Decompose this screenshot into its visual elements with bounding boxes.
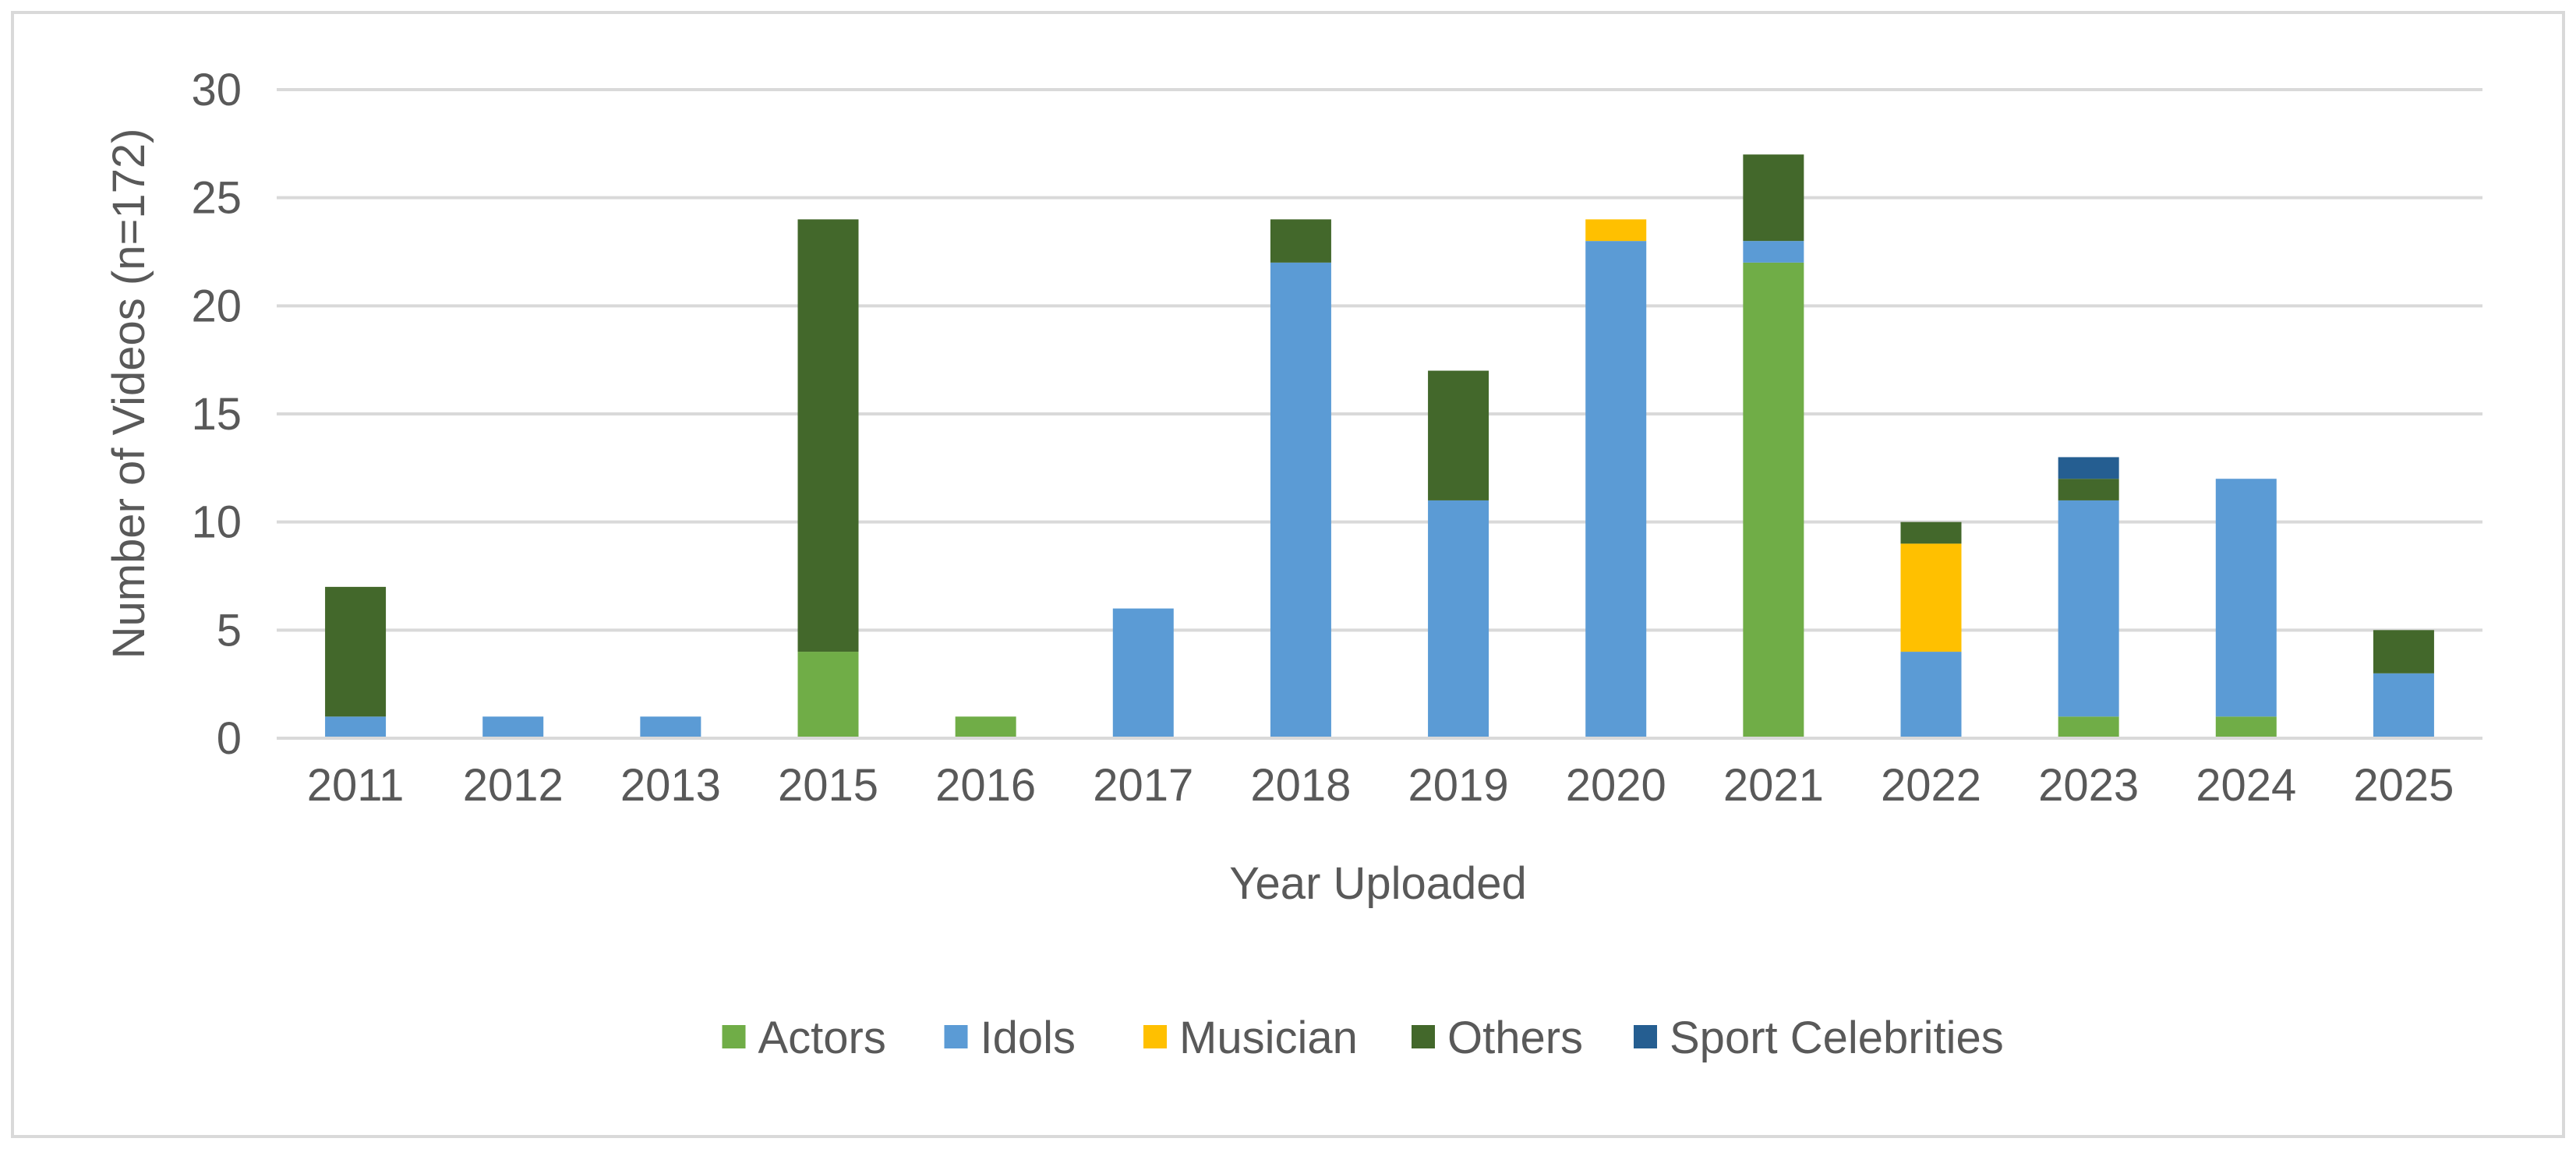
x-axis-title: Year Uploaded (1229, 858, 1527, 909)
legend-swatch-others (1412, 1025, 1435, 1048)
y-axis-title: Number of Videos (n=172) (104, 129, 154, 659)
bar-2021-actors (1743, 262, 1804, 738)
bar-2021-idols (1743, 241, 1804, 263)
legend-label-others: Others (1447, 1013, 1583, 1063)
bar-2016-actors (955, 716, 1016, 738)
x-tick-label-2020: 2020 (1566, 760, 1666, 811)
bar-2021-others (1743, 154, 1804, 242)
bar-2020-idols (1585, 241, 1647, 739)
legend-swatch-musician (1143, 1025, 1167, 1048)
bar-2017-idols (1112, 608, 1174, 738)
x-tick-label-2019: 2019 (1408, 760, 1509, 811)
y-tick-label-20: 20 (191, 281, 242, 331)
bar-2025-idols (2373, 673, 2434, 738)
bar-2023-sport-celebrities (2058, 457, 2119, 479)
x-tick-label-2011: 2011 (307, 760, 405, 811)
x-tick-label-2024: 2024 (2196, 760, 2296, 811)
bar-2018-others (1270, 219, 1331, 263)
bar-2013-idols (640, 716, 701, 738)
x-tick-label-2017: 2017 (1093, 760, 1193, 811)
bar-2020-musician (1585, 219, 1647, 242)
y-tick-label-0: 0 (217, 713, 242, 764)
y-tick-label-25: 25 (191, 173, 242, 224)
bar-2023-actors (2058, 716, 2119, 738)
x-tick-label-2021: 2021 (1723, 760, 1824, 811)
bar-2011-idols (325, 716, 387, 738)
legend-swatch-actors (722, 1025, 746, 1048)
bar-2019-idols (1428, 500, 1489, 738)
legend-label-idols: Idols (981, 1013, 1076, 1063)
legend: Actors Idols Musician Others Sport Celebriti… (722, 1013, 2004, 1063)
bar-2024-idols (2215, 479, 2277, 717)
y-tick-label-5: 5 (217, 605, 242, 656)
bars (325, 154, 2434, 739)
bar-2024-actors (2215, 716, 2277, 738)
y-tick-label-10: 10 (191, 497, 242, 548)
y-tick-label-30: 30 (191, 65, 242, 115)
gridlines (277, 88, 2482, 632)
bar-2019-others (1428, 370, 1489, 500)
bar-2023-idols (2058, 500, 2119, 717)
bar-2015-others (797, 219, 859, 652)
bar-2023-others (2058, 479, 2119, 500)
bar-2012-idols (482, 716, 544, 738)
x-tick-label-2025: 2025 (2353, 760, 2454, 811)
bar-2022-musician (1900, 543, 1962, 652)
legend-label-sport-celebrities: Sport Celebrities (1670, 1013, 2004, 1063)
bar-2022-others (1900, 521, 1962, 544)
y-tick-label-15: 15 (191, 389, 242, 440)
x-tick-label-2018: 2018 (1250, 760, 1351, 811)
x-tick-label-2016: 2016 (935, 760, 1036, 811)
bar-2015-actors (797, 652, 859, 738)
x-tick-label-2012: 2012 (463, 760, 564, 811)
bar-2025-others (2373, 630, 2434, 673)
x-tick-label-2023: 2023 (2038, 760, 2139, 811)
x-tick-label-2015: 2015 (778, 760, 878, 811)
legend-label-actors: Actors (758, 1013, 886, 1063)
legend-swatch-idols (944, 1025, 968, 1048)
x-axis-ticks: 2011 2012 2013 2015 2016 2017 2018 2019 2020 2021… (307, 760, 2454, 811)
bar-2011-others (325, 586, 387, 717)
x-tick-label-2022: 2022 (1881, 760, 1981, 811)
bar-2018-idols (1270, 262, 1331, 738)
bar-2022-idols (1900, 652, 1962, 738)
legend-label-musician: Musician (1179, 1013, 1358, 1063)
x-tick-label-2013: 2013 (620, 760, 721, 811)
y-axis-ticks: 0 5 10 15 20 25 30 (191, 65, 242, 764)
legend-swatch-sport-celebrities (1634, 1025, 1657, 1048)
